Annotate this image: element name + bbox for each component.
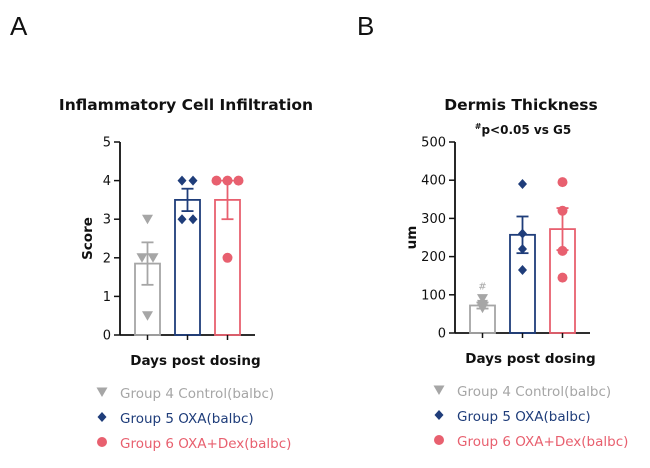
data-point	[188, 175, 198, 186]
legend-label: Group 6 OXA+Dex(balbc)	[120, 436, 291, 452]
data-point	[477, 294, 488, 304]
data-point	[136, 253, 148, 263]
data-point	[518, 243, 527, 254]
data-point	[477, 303, 488, 314]
data-point	[518, 228, 527, 239]
significance-note: #p<0.05 vs G5	[475, 122, 571, 137]
panel-letter-a: A	[10, 11, 28, 41]
y-tick-label: 2	[103, 251, 111, 266]
x-axis-label: Days post dosing	[130, 353, 260, 369]
chart-title: Dermis Thickness	[444, 96, 598, 114]
legend-label: Group 6 OXA+Dex(balbc)	[457, 434, 628, 450]
y-tick-label: 100	[421, 288, 446, 303]
y-axis-label: Score	[80, 217, 96, 260]
data-point	[557, 272, 568, 283]
y-tick-label: 500	[421, 136, 446, 151]
chart-title: Inflammatory Cell Infiltration	[59, 96, 313, 114]
panel-letter-b: B	[357, 11, 374, 41]
chart-inflammatory-cell-infiltration: Inflammatory Cell Infiltration 0 1 2 3 4 5 Scor…	[59, 96, 313, 369]
y-tick-label: 0	[103, 329, 111, 344]
data-point	[518, 179, 527, 190]
bar	[214, 198, 241, 336]
legend-label: Group 4 Control(balbc)	[120, 386, 274, 402]
data-point	[557, 245, 568, 256]
data-point	[211, 175, 222, 186]
data-point	[177, 214, 187, 225]
legend-marker	[97, 437, 107, 447]
legend-marker	[97, 412, 107, 422]
y-tick-label: 5	[103, 136, 111, 151]
data-point	[222, 252, 233, 263]
y-tick-label: 3	[103, 213, 111, 228]
y-tick-label: 200	[421, 250, 446, 265]
data-point	[222, 175, 233, 186]
significance-marker: #	[478, 281, 486, 292]
legend-marker	[433, 385, 445, 395]
y-tick-label: 0	[438, 327, 446, 342]
significance-note-text: p<0.05 vs G5	[481, 123, 571, 137]
y-tick-label: 4	[103, 174, 111, 189]
data-point	[188, 214, 198, 225]
legend-label: Group 4 Control(balbc)	[457, 384, 611, 400]
legend-marker	[434, 410, 444, 420]
legend-label: Group 5 OXA(balbc)	[120, 411, 254, 427]
data-point	[177, 175, 187, 186]
data-point	[147, 253, 159, 263]
legend-label: Group 5 OXA(balbc)	[457, 409, 591, 425]
data-point	[557, 177, 568, 188]
legend-left: Group 4 Control(balbc) Group 5 OXA(balbc)…	[96, 386, 291, 452]
data-point	[233, 175, 244, 186]
legend-right: Group 4 Control(balbc) Group 5 OXA(balbc)…	[433, 384, 628, 450]
legend-marker	[96, 387, 108, 397]
data-point	[142, 311, 153, 321]
data-point	[557, 205, 568, 216]
x-axis-label: Days post dosing	[465, 351, 595, 367]
y-tick-label: 1	[103, 290, 111, 305]
y-tick-label: 300	[421, 212, 446, 227]
y-tick-label: 400	[421, 174, 446, 189]
chart-dermis-thickness: Dermis Thickness#p<0.05 vs G501002003004…	[404, 96, 598, 367]
legend-marker	[434, 435, 444, 445]
significance-note-marker: #	[475, 122, 482, 131]
data-point	[518, 264, 527, 275]
data-point	[142, 214, 153, 225]
y-axis-label: um	[404, 226, 420, 250]
